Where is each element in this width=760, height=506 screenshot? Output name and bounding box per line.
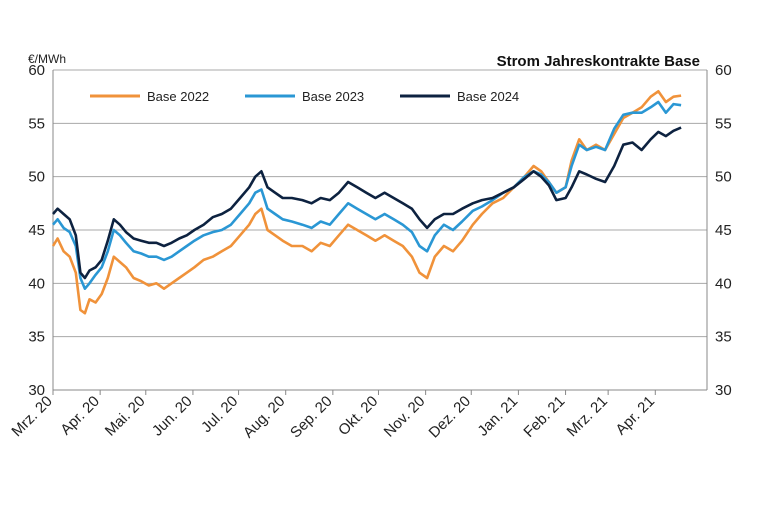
x-tick-label: Aug. 20: [240, 393, 289, 442]
y-tick-label-left: 60: [28, 62, 45, 79]
y-tick-label-right: 60: [715, 62, 732, 79]
legend: Base 2022 Base 2023 Base 2024: [90, 89, 519, 104]
gridlines: [53, 69, 707, 338]
legend-label: Base 2022: [147, 89, 209, 104]
y-tick-label-left: 30: [28, 382, 45, 399]
y-tick-label-right: 50: [715, 169, 732, 186]
x-tick-label: Feb. 21: [520, 393, 568, 441]
y-tick-label-right: 30: [715, 382, 732, 399]
series-lines: [51, 90, 682, 315]
x-tick-label: Jul. 20: [198, 393, 241, 436]
x-tick-label: Sep. 20: [287, 393, 336, 442]
x-tick-label: Nov. 20: [381, 393, 429, 441]
axes: [52, 70, 708, 391]
y-tick-label-left: 55: [28, 115, 45, 132]
y-axis-right-ticks: 30 35 40 45 50 55 60: [715, 62, 732, 399]
legend-label: Base 2024: [457, 89, 519, 104]
series-line: [51, 90, 682, 315]
y-tick-label-right: 45: [715, 222, 732, 239]
y-tick-label-left: 40: [28, 275, 45, 292]
y-axis-unit-label: €/MWh: [28, 52, 66, 66]
legend-label: Base 2023: [302, 89, 364, 104]
series-line: [52, 126, 682, 280]
y-tick-label-right: 40: [715, 275, 732, 292]
y-tick-label-left: 50: [28, 169, 45, 186]
x-tick-label: Dez. 20: [426, 393, 475, 442]
x-tick-label: Apr. 21: [612, 393, 658, 439]
y-tick-label-left: 45: [28, 222, 45, 239]
chart-title: Strom Jahreskontrakte Base: [497, 53, 700, 70]
x-tick-label: Mrz. 20: [8, 393, 55, 440]
y-tick-label-right: 35: [715, 329, 732, 346]
y-tick-label-right: 55: [715, 115, 732, 132]
series-line: [52, 100, 682, 290]
x-tick-label: Mai. 20: [102, 393, 149, 440]
y-tick-label-left: 35: [28, 329, 45, 346]
x-tick-label: Jan. 21: [474, 393, 521, 440]
x-tick-label: Mrz. 21: [564, 393, 611, 440]
x-tick-label: Okt. 20: [335, 393, 381, 439]
x-tick-label: Jun. 20: [149, 393, 196, 440]
x-tick-label: Apr. 20: [57, 393, 103, 439]
y-axis-left-ticks: 30 35 40 45 50 55 60: [28, 62, 45, 399]
